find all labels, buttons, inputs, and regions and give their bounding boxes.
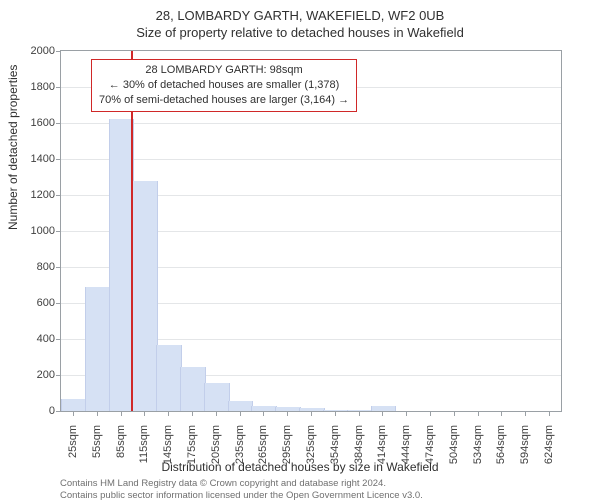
gridline: [61, 159, 561, 160]
y-tick-mark: [56, 303, 61, 304]
x-tick-mark: [240, 411, 241, 416]
chart-container: 28, LOMBARDY GARTH, WAKEFIELD, WF2 0UB S…: [0, 0, 600, 500]
x-tick-mark: [335, 411, 336, 416]
y-axis-title: Number of detached properties: [6, 65, 20, 230]
y-tick-mark: [56, 51, 61, 52]
y-tick-mark: [56, 267, 61, 268]
y-tick-mark: [56, 375, 61, 376]
x-tick-mark: [73, 411, 74, 416]
histogram-bar: [228, 401, 254, 411]
x-tick-mark: [382, 411, 383, 416]
histogram-bar: [61, 399, 87, 411]
y-tick-mark: [56, 231, 61, 232]
x-tick-mark: [501, 411, 502, 416]
gridline: [61, 123, 561, 124]
y-tick-mark: [56, 123, 61, 124]
y-tick-mark: [56, 411, 61, 412]
x-tick-mark: [549, 411, 550, 416]
x-tick-mark: [168, 411, 169, 416]
y-tick-label: 1200: [19, 189, 55, 201]
histogram-bar: [85, 287, 111, 411]
info-line-3: 70% of semi-detached houses are larger (…: [99, 93, 349, 108]
x-tick-mark: [287, 411, 288, 416]
histogram-bar: [132, 181, 158, 411]
y-tick-label: 600: [19, 297, 55, 309]
y-tick-label: 1000: [19, 225, 55, 237]
x-tick-mark: [406, 411, 407, 416]
y-tick-label: 2000: [19, 45, 55, 57]
info-line-2: ← 30% of detached houses are smaller (1,…: [99, 78, 349, 93]
x-tick-mark: [192, 411, 193, 416]
x-tick-mark: [121, 411, 122, 416]
attribution: Contains HM Land Registry data © Crown c…: [60, 478, 423, 502]
y-tick-mark: [56, 87, 61, 88]
x-tick-mark: [454, 411, 455, 416]
x-axis-title: Distribution of detached houses by size …: [0, 460, 600, 474]
y-tick-label: 1800: [19, 81, 55, 93]
x-tick-mark: [144, 411, 145, 416]
x-tick-mark: [430, 411, 431, 416]
y-tick-label: 1600: [19, 117, 55, 129]
y-tick-label: 200: [19, 369, 55, 381]
y-tick-label: 0: [19, 405, 55, 417]
x-tick-mark: [359, 411, 360, 416]
y-tick-mark: [56, 195, 61, 196]
y-tick-mark: [56, 159, 61, 160]
x-tick-mark: [216, 411, 217, 416]
info-box: 28 LOMBARDY GARTH: 98sqm ← 30% of detach…: [91, 59, 357, 112]
x-tick-mark: [97, 411, 98, 416]
x-tick-mark: [525, 411, 526, 416]
chart-title-subtitle: Size of property relative to detached ho…: [0, 23, 600, 40]
y-tick-label: 800: [19, 261, 55, 273]
x-tick-mark: [263, 411, 264, 416]
x-tick-mark: [311, 411, 312, 416]
x-tick-mark: [478, 411, 479, 416]
attribution-line-1: Contains HM Land Registry data © Crown c…: [60, 478, 423, 490]
chart-title-address: 28, LOMBARDY GARTH, WAKEFIELD, WF2 0UB: [0, 0, 600, 23]
y-tick-label: 1400: [19, 153, 55, 165]
info-line-1: 28 LOMBARDY GARTH: 98sqm: [99, 63, 349, 78]
y-tick-label: 400: [19, 333, 55, 345]
plot-area: 020040060080010001200140016001800200025s…: [60, 50, 562, 412]
histogram-bar: [180, 367, 206, 411]
histogram-bar: [204, 383, 230, 411]
histogram-bar: [156, 345, 182, 411]
y-tick-mark: [56, 339, 61, 340]
